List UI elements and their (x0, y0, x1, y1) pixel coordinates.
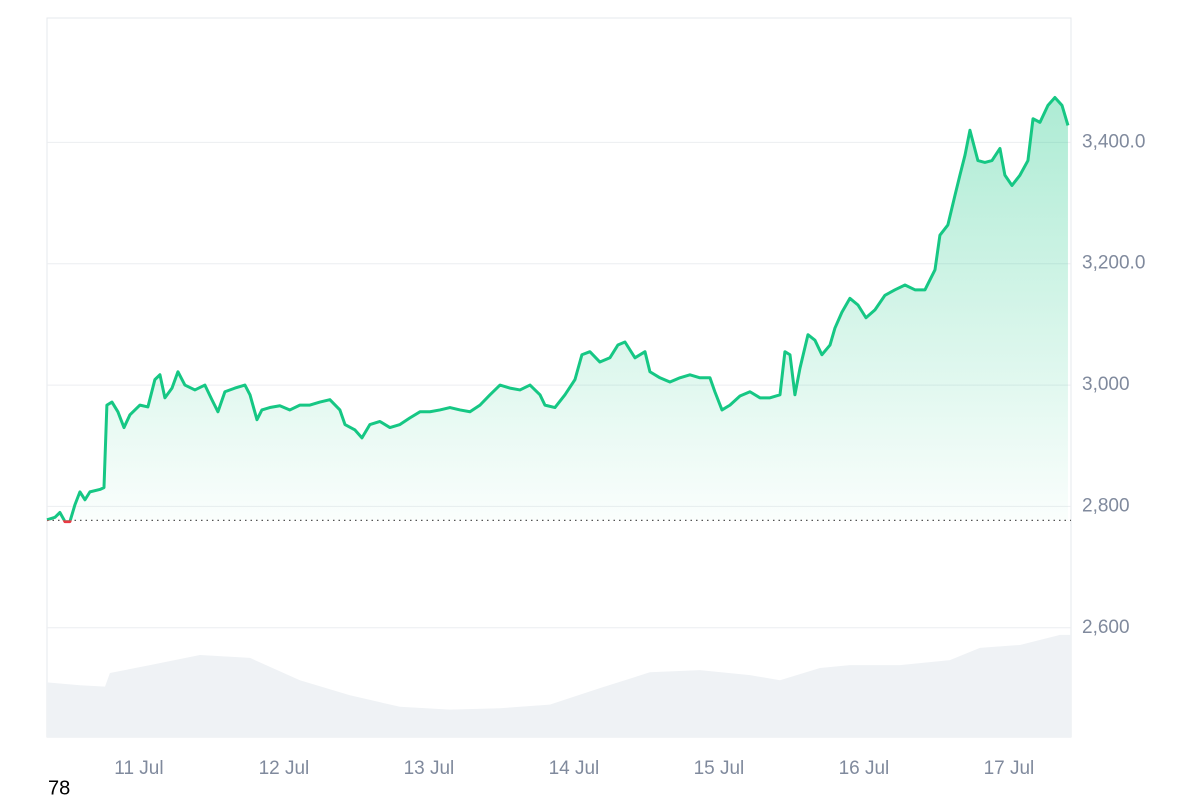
x-tick-label: 13 Jul (404, 758, 455, 779)
annotation: 78 (48, 777, 70, 799)
y-tick-label: 3,000 (1082, 374, 1130, 395)
x-tick-label: 15 Jul (694, 758, 745, 779)
x-tick-label: 17 Jul (984, 758, 1035, 779)
y-tick-label: 2,600 (1082, 617, 1130, 638)
y-tick-label: 3,200.0 (1082, 253, 1145, 274)
x-tick-label: 14 Jul (549, 758, 600, 779)
x-tick-label: 12 Jul (259, 758, 310, 779)
price-line (46, 95, 1070, 521)
price-area (47, 97, 1068, 521)
x-tick-label: 16 Jul (839, 758, 890, 779)
volume-area (47, 634, 1071, 737)
x-tick-label: 11 Jul (114, 758, 163, 779)
y-tick-label: 3,400.0 (1082, 131, 1145, 152)
y-tick-label: 2,800 (1082, 495, 1130, 516)
